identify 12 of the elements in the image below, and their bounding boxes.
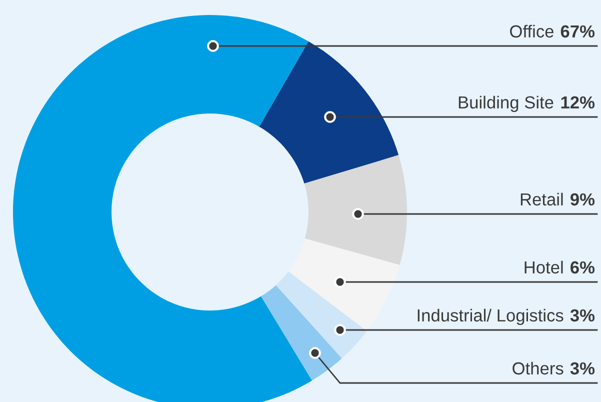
- slice-label: Hotel: [524, 260, 563, 274]
- slice-label: Building Site: [458, 96, 554, 112]
- data-label: 67%: [560, 25, 595, 38]
- slice-label: Retail: [520, 192, 563, 206]
- slice-label: Others: [512, 362, 564, 375]
- data-label: 3%: [570, 362, 595, 375]
- data-label: 6%: [570, 261, 595, 274]
- slice-label: Industrial/ Logistics: [418, 308, 564, 325]
- data-label: 12%: [561, 96, 595, 109]
- slice-label: Office: [510, 24, 554, 38]
- data-label: 3%: [570, 309, 595, 322]
- data-label: 9%: [570, 193, 595, 206]
